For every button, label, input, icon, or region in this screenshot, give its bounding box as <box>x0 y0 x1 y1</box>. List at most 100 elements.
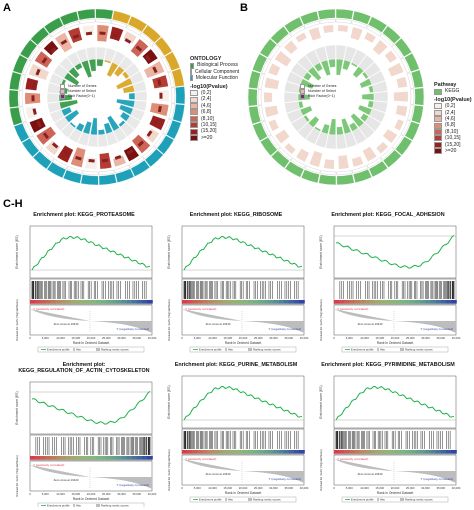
rank-color-band-segment <box>248 300 254 304</box>
select-count-mark <box>146 130 153 137</box>
circle-key-b: Number of Genes Number of Select Rich Fact… <box>300 84 336 99</box>
gene-count-bar <box>275 129 290 144</box>
legend-ranking-swatch <box>248 348 252 351</box>
circle-key-a: Number of Genes Number of Select Rich Fact… <box>60 84 96 99</box>
positive-correlation-label: 't' (positively correlated) <box>33 307 64 311</box>
rank-color-band-segment <box>85 300 92 304</box>
select-count-mark <box>36 120 42 128</box>
kegg-pathway-sector <box>404 121 421 141</box>
es-panel <box>181 225 305 279</box>
panel-label-a: A <box>3 2 11 14</box>
pvalue-bin-item: (10,15] <box>190 122 238 129</box>
gsea-legend-box <box>37 502 145 507</box>
rank-color-band-segment <box>116 456 123 460</box>
gene-count-bar <box>123 145 140 162</box>
tick-ring-segment <box>366 25 382 37</box>
go-term-sector <box>166 120 182 140</box>
legend-ranking-label: Ranking metric scores <box>253 348 281 352</box>
positive-correlation-label: 't' (positively correlated) <box>337 307 368 311</box>
pathway-legend-label: KEGG <box>445 88 460 95</box>
tick-ring-segment <box>304 165 321 174</box>
x-tick-label: 5,000 <box>42 336 49 340</box>
rank-color-band-segment <box>430 300 437 304</box>
x-tick-label: 0 <box>181 486 183 490</box>
tick-ring-segment <box>38 34 52 48</box>
gsea-plot: Enrichment plot: KEGG_PURINE_METABOLISM E… <box>162 362 310 507</box>
pvalue-bin-label: (4,6] <box>445 116 456 123</box>
rich-factor-bar <box>314 126 322 132</box>
gene-count-bar <box>264 105 279 118</box>
zero-cross-label: Zero cross at 19440 <box>54 478 79 482</box>
x-tick-label: 35,000 <box>132 492 141 496</box>
gsea-plot: Enrichment plot: KEGG_FOCAL_ADHESION Enri… <box>314 212 462 357</box>
x-axis-label: Rank in Ordered Dataset <box>73 497 110 501</box>
ontology-legend-item: Molecular Function <box>190 75 238 82</box>
tick-ring-segment <box>18 90 23 107</box>
pathway-legend-item: KEGG <box>434 88 474 95</box>
rank-color-band-segment <box>283 450 290 454</box>
pvalue-bin-item: (6,8] <box>434 122 474 129</box>
legend-profile-label: Enrichment profile <box>199 348 222 352</box>
rich-factor-bar <box>119 111 131 122</box>
pvalue-bin-label: (6,8] <box>201 109 212 116</box>
gene-count-bar <box>149 115 166 131</box>
rich-factor-bar <box>361 93 375 101</box>
ranking-metric-panel <box>333 454 457 486</box>
rich-factor-bar <box>63 72 80 86</box>
ranking-metric-axis-label: Ranked list metric (Signal2Noise) <box>319 299 323 340</box>
rank-color-band-segment <box>369 300 376 304</box>
gsea-plot-graphic: Enrichment score (ES) 't' (positively cor… <box>167 225 309 353</box>
x-tick-label: 10,000 <box>56 492 65 496</box>
gene-count-bar <box>85 157 97 169</box>
ranking-metric-area-pos <box>30 309 90 321</box>
rank-color-band-segment <box>283 300 290 304</box>
rank-color-band-segment <box>420 300 427 304</box>
rich-factor-bar <box>122 84 135 94</box>
rich-factor-bar <box>367 100 374 109</box>
pathway-legend: Pathway KEGG -log10(Pvalue) (0,2] (2,4] (4… <box>434 82 474 155</box>
kegg-pathway-sector <box>336 173 355 186</box>
tick-ring-segment <box>268 45 280 60</box>
rank-color-band-segment <box>121 456 128 460</box>
gsea-plot: Enrichment plot: KEGG_PROTEASOME Enrichme… <box>10 212 158 357</box>
gene-count-bar <box>29 117 46 133</box>
x-tick-label: 10,000 <box>360 486 369 490</box>
gsea-plot-title: Enrichment plot: KEGG_PURINE_METABOLISM <box>162 362 310 368</box>
x-tick-label: 25,000 <box>406 336 415 340</box>
rank-color-band-segment <box>222 300 229 304</box>
gsea-plot: Enrichment plot: KEGG_REGULATION_OF_ACTIN… <box>10 362 158 507</box>
gsea-plot-graphic: Enrichment score (ES) 't' (positively cor… <box>319 375 461 503</box>
rank-color-band-segment <box>364 300 371 304</box>
circle-key-label: Number of Genes <box>68 84 97 89</box>
pvalue-bin-swatch <box>190 122 198 129</box>
pvalue-bin-label: (4,6] <box>201 102 212 109</box>
go-term-sector <box>32 151 52 170</box>
legend-ranking-label: Ranking metric scores <box>405 348 433 352</box>
enrichment-profile-line <box>183 235 303 271</box>
rich-factor-bar <box>115 77 133 90</box>
tick-ring-segment <box>139 33 154 46</box>
rank-color-band-segment <box>339 300 345 304</box>
legend-hits-label: Hits <box>228 348 233 352</box>
tick-ring-segment <box>407 104 414 121</box>
select-count-mark <box>60 39 68 46</box>
pvalue-bin-item: (2,4] <box>190 96 238 103</box>
x-tick-label: 15,000 <box>375 336 384 340</box>
kegg-pathway-sector <box>248 70 261 90</box>
ranking-metric-area-neg <box>394 321 456 333</box>
gsea-title-line: Enrichment plot: KEGG_RIBOSOME <box>189 212 283 218</box>
tick-ring-segment <box>111 20 128 28</box>
select-count-mark <box>112 33 119 39</box>
pvalue-bin-label: >=20 <box>445 148 457 155</box>
rank-color-band-segment <box>147 456 153 460</box>
pvalue-bin-swatch <box>190 128 198 135</box>
gene-count-bar <box>351 156 364 167</box>
rank-color-band-segment <box>141 456 148 460</box>
go-term-sector <box>98 173 117 186</box>
gene-count-bar <box>323 25 334 34</box>
background-segment <box>46 92 60 104</box>
gene-count-bar <box>364 32 376 43</box>
go-term-sector <box>80 174 99 186</box>
rank-color-band-segment <box>405 450 412 454</box>
rank-color-band-segment <box>91 456 97 460</box>
